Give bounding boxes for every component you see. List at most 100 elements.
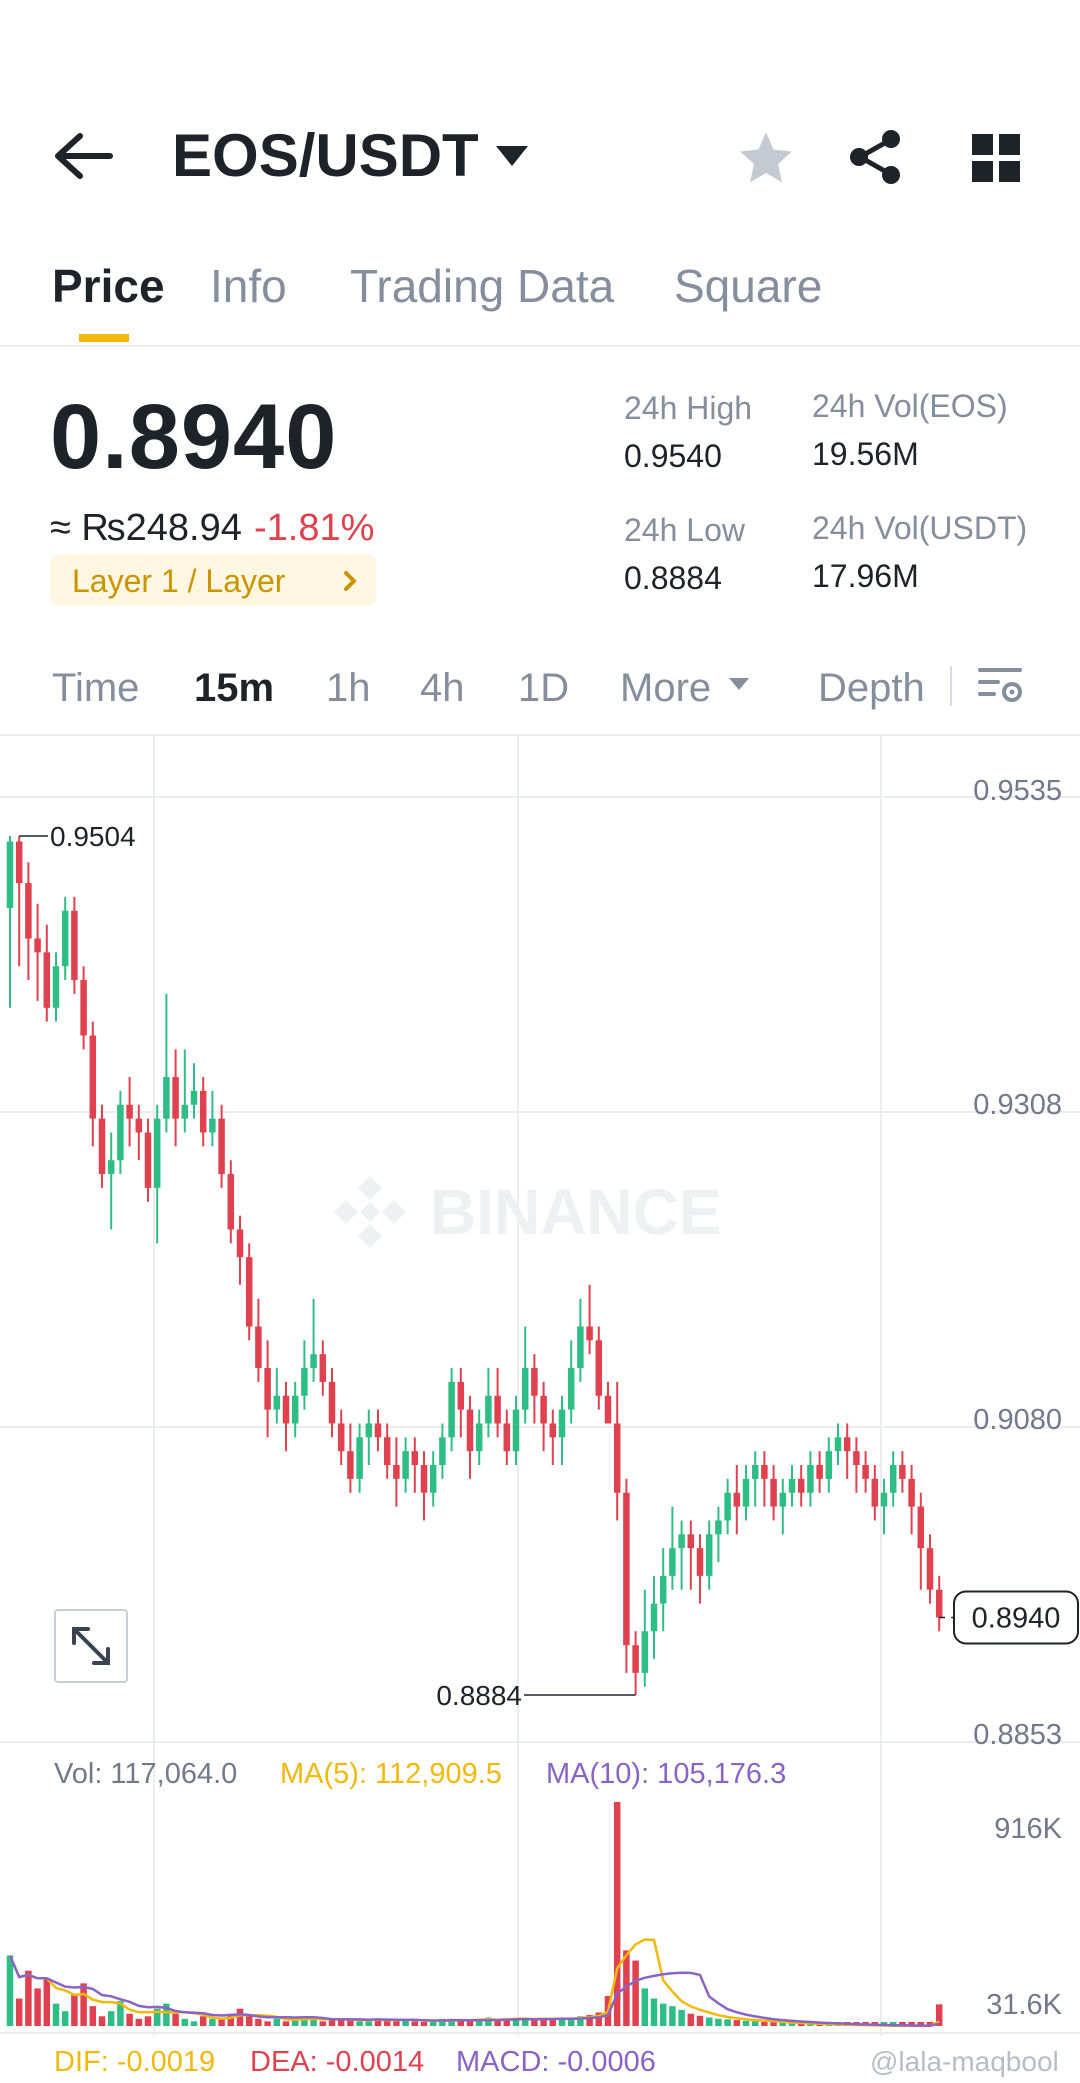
candle: [466, 1409, 474, 1452]
candle: [282, 1395, 290, 1424]
candle: [34, 938, 41, 953]
volume-bar: [218, 2018, 225, 2026]
volume-bar: [135, 2018, 143, 2026]
candle: [531, 1368, 538, 1396]
grid-icon[interactable]: [970, 132, 1022, 184]
candle: [641, 1631, 649, 1673]
volume-bar: [71, 1993, 78, 2026]
volume-bar: [457, 2020, 465, 2026]
volume-bar: [650, 1998, 658, 2026]
candle: [687, 1534, 695, 1549]
fiat-price: ≈ ₨248.94: [50, 507, 242, 549]
volume-bar: [567, 2018, 575, 2026]
category-tag-label[interactable]: Layer 1 / Layer: [72, 563, 286, 599]
candle: [61, 910, 69, 967]
candle: [540, 1395, 547, 1424]
low-24h-value: 0.8884: [624, 560, 722, 596]
volume-bar: [43, 1978, 51, 2026]
candle: [834, 1437, 842, 1452]
chart-settings-icon[interactable]: [976, 660, 1026, 710]
volume-bar: [595, 2012, 603, 2026]
price-axis-label: 0.9308: [973, 1089, 1062, 1121]
fullscreen-button[interactable]: [54, 1609, 128, 1683]
volume-bar: [751, 2021, 759, 2026]
volume-ma5-line: [8, 1938, 940, 2028]
candle: [25, 883, 32, 939]
tab-price[interactable]: Price: [52, 260, 165, 312]
volume-bar: [439, 2018, 446, 2026]
dif-legend: DIF: -0.0019: [54, 2046, 216, 2078]
interval-4h[interactable]: 4h: [420, 666, 465, 710]
tab-info[interactable]: Info: [210, 260, 287, 312]
candle: [6, 841, 14, 909]
candle: [696, 1548, 704, 1576]
interval-divider: [950, 666, 952, 706]
depth-tab[interactable]: Depth: [818, 666, 925, 710]
volume-bar: [117, 2001, 124, 2026]
dea-legend: DEA: -0.0014: [250, 2046, 425, 2078]
candle: [494, 1395, 501, 1424]
interval-15m[interactable]: 15m: [194, 666, 275, 710]
caret-down-icon[interactable]: [494, 142, 530, 170]
volume-bar: [724, 2019, 731, 2026]
star-icon[interactable]: [736, 128, 796, 188]
candle: [374, 1423, 382, 1438]
volume-bar: [429, 2021, 437, 2026]
volume-bar: [61, 2011, 69, 2026]
volume-bar: [659, 2003, 667, 2026]
interval-more[interactable]: More: [620, 666, 712, 710]
current-price-label: 0.8940: [972, 1602, 1061, 1634]
volume-bar: [383, 2020, 391, 2026]
chevron-right-icon[interactable]: [340, 570, 360, 592]
category-tag[interactable]: [50, 554, 376, 606]
volume-bar: [190, 2021, 198, 2026]
active-tab-indicator: [79, 334, 129, 342]
chart-top-divider: [0, 734, 1080, 736]
candle: [908, 1478, 915, 1507]
candle: [356, 1437, 363, 1479]
last-price: 0.8940: [50, 386, 338, 488]
candle: [319, 1354, 327, 1382]
tab-square[interactable]: Square: [674, 260, 823, 312]
volume-bar: [926, 2022, 934, 2026]
candle: [485, 1395, 492, 1424]
volume-bar: [52, 2003, 60, 2026]
vol-quote-24h-label: 24h Vol(USDT): [812, 510, 1028, 546]
volume-bar: [89, 2006, 97, 2026]
candle: [935, 1589, 943, 1618]
candle: [880, 1492, 888, 1507]
share-icon[interactable]: [846, 128, 904, 186]
candle: [604, 1395, 612, 1424]
volume-bar: [15, 1998, 23, 2026]
volume-bar: [347, 2018, 354, 2026]
max-price-label: 0.9504: [50, 821, 136, 852]
candle: [135, 1118, 143, 1133]
volume-bar: [255, 2018, 262, 2026]
volume-bar: [512, 2018, 520, 2026]
interval-time[interactable]: Time: [52, 666, 140, 710]
candle: [245, 1257, 253, 1327]
volume-bar: [153, 2008, 161, 2026]
volume-bar: [420, 2022, 428, 2026]
candle: [71, 910, 78, 981]
back-arrow-icon[interactable]: [52, 128, 116, 184]
candle: [613, 1423, 621, 1493]
volume-bar: [126, 2013, 133, 2026]
tab-trading-data[interactable]: Trading Data: [350, 260, 615, 312]
volume-bar: [641, 1988, 649, 2026]
pair-title[interactable]: EOS/USDT: [172, 122, 479, 189]
candlestick-chart[interactable]: 0.9535 0.9308 0.9080 0.8853 0.9504 0.8884 0.89…: [0, 736, 1080, 2083]
volume-bar: [310, 2018, 317, 2026]
candle: [761, 1465, 768, 1479]
interval-1h[interactable]: 1h: [326, 666, 371, 710]
min-price-label: 0.8884: [436, 1680, 522, 1711]
volume-bar: [291, 2018, 299, 2026]
volume-legend: Vol: 117,064.0: [54, 1758, 238, 1790]
interval-1d[interactable]: 1D: [518, 666, 570, 710]
vol-base-24h-label: 24h Vol(EOS): [812, 388, 1008, 424]
candle: [89, 1035, 97, 1119]
volume-bar: [402, 2020, 409, 2026]
volume-bar: [25, 1970, 32, 2026]
caret-down-icon[interactable]: [728, 676, 750, 692]
candle: [337, 1423, 345, 1452]
